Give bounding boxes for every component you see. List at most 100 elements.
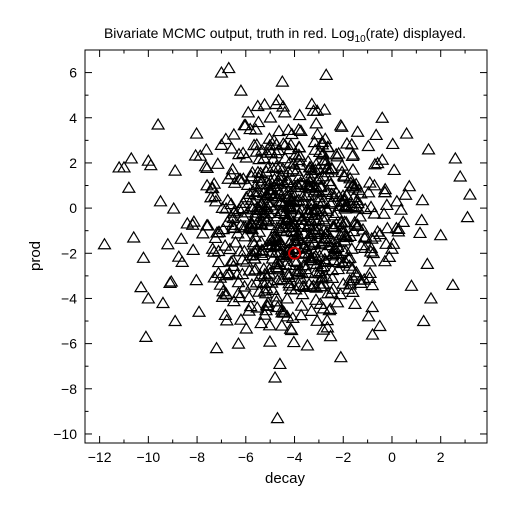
data-point-marker xyxy=(211,255,226,268)
data-point-marker xyxy=(382,250,397,262)
data-point-marker xyxy=(362,266,378,279)
data-point-marker xyxy=(97,237,112,250)
data-point-marker xyxy=(324,195,340,208)
data-point-marker xyxy=(305,280,320,293)
data-point-marker xyxy=(212,225,227,238)
data-point-marker xyxy=(423,291,439,304)
data-point-marker xyxy=(345,271,361,283)
data-point-marker xyxy=(367,178,382,191)
data-point-marker xyxy=(346,224,361,237)
data-point-marker xyxy=(215,290,230,302)
data-point-marker xyxy=(317,153,333,166)
data-point-marker xyxy=(301,188,316,201)
data-point-marker xyxy=(219,313,234,326)
data-point-marker xyxy=(251,115,266,128)
data-point-marker xyxy=(233,83,248,96)
y-axis: −10 −8 −6 −4 −2 0 2 4 6 xyxy=(53,49,487,442)
data-point-marker xyxy=(316,322,331,335)
data-point-marker xyxy=(377,254,392,267)
data-point-marker xyxy=(209,341,224,354)
data-point-marker xyxy=(289,164,304,176)
data-point-marker xyxy=(311,195,326,208)
data-point-marker xyxy=(301,154,316,167)
data-point-marker xyxy=(337,233,352,246)
data-point-marker xyxy=(231,147,247,160)
data-point-marker xyxy=(283,138,298,150)
data-point-marker xyxy=(236,196,251,209)
x-tick-label: −12 xyxy=(88,449,112,465)
data-point-marker xyxy=(236,209,251,222)
data-point-marker xyxy=(334,214,349,227)
data-point-marker xyxy=(334,158,350,171)
data-point-marker xyxy=(273,168,288,181)
data-point-marker xyxy=(398,188,413,200)
data-point-marker xyxy=(312,249,327,261)
data-point-marker xyxy=(307,135,322,148)
data-point-marker xyxy=(259,238,275,251)
data-point-marker xyxy=(257,97,272,110)
data-point-marker xyxy=(369,128,384,141)
data-point-marker xyxy=(240,178,255,190)
data-point-marker xyxy=(341,282,356,294)
data-point-marker xyxy=(286,335,301,348)
data-point-marker xyxy=(358,202,373,215)
data-point-marker xyxy=(224,141,239,154)
data-point-marker xyxy=(232,290,247,303)
data-point-marker xyxy=(350,201,365,214)
data-point-marker xyxy=(308,293,324,305)
data-point-marker xyxy=(155,296,171,309)
data-point-marker xyxy=(258,303,274,316)
data-point-marker xyxy=(245,165,260,178)
x-tick-label: −8 xyxy=(189,449,205,465)
data-point-marker xyxy=(319,202,334,214)
data-point-marker xyxy=(312,190,327,203)
data-point-marker xyxy=(335,256,351,269)
data-point-marker xyxy=(414,213,429,226)
data-point-marker xyxy=(141,291,156,304)
data-point-marker xyxy=(347,297,363,309)
data-point-marker xyxy=(433,228,448,241)
data-point-marker xyxy=(282,278,297,291)
data-point-marker xyxy=(244,278,259,290)
data-point-marker xyxy=(386,237,401,249)
data-point-marker xyxy=(396,215,411,227)
data-point-marker xyxy=(290,177,305,190)
data-point-marker xyxy=(270,411,285,424)
data-point-marker xyxy=(309,116,324,129)
x-tick-label: −10 xyxy=(136,449,160,465)
data-point-marker xyxy=(361,309,376,322)
data-point-marker xyxy=(445,278,460,290)
x-axis-label: decay xyxy=(265,470,306,487)
data-point-marker xyxy=(415,193,430,206)
data-point-marker xyxy=(332,189,347,202)
data-point-marker xyxy=(168,314,183,327)
data-point-marker xyxy=(365,300,380,313)
data-point-marker xyxy=(272,245,287,258)
data-point-marker xyxy=(389,221,404,234)
data-point-marker xyxy=(269,294,284,307)
data-point-marker xyxy=(304,304,319,316)
data-point-marker xyxy=(338,201,353,214)
data-point-marker xyxy=(317,210,332,222)
data-point-marker xyxy=(268,245,284,258)
data-point-marker xyxy=(309,257,325,269)
truth-point xyxy=(288,246,302,260)
data-point-marker xyxy=(283,199,298,212)
data-point-marker xyxy=(244,169,259,182)
y-tick-label: 0 xyxy=(69,200,77,216)
data-point-marker xyxy=(259,281,274,294)
data-point-marker xyxy=(271,124,286,137)
data-point-marker xyxy=(243,221,258,234)
data-point-marker xyxy=(211,266,226,279)
data-point-marker xyxy=(280,291,295,304)
data-point-marker xyxy=(372,319,387,332)
data-point-marker xyxy=(133,280,149,293)
data-point-marker xyxy=(264,275,279,288)
data-point-marker xyxy=(262,334,277,347)
data-point-marker xyxy=(365,327,380,340)
data-point-marker xyxy=(302,229,317,242)
data-point-marker xyxy=(325,271,340,283)
data-point-marker xyxy=(257,151,272,164)
data-point-marker xyxy=(160,237,175,250)
